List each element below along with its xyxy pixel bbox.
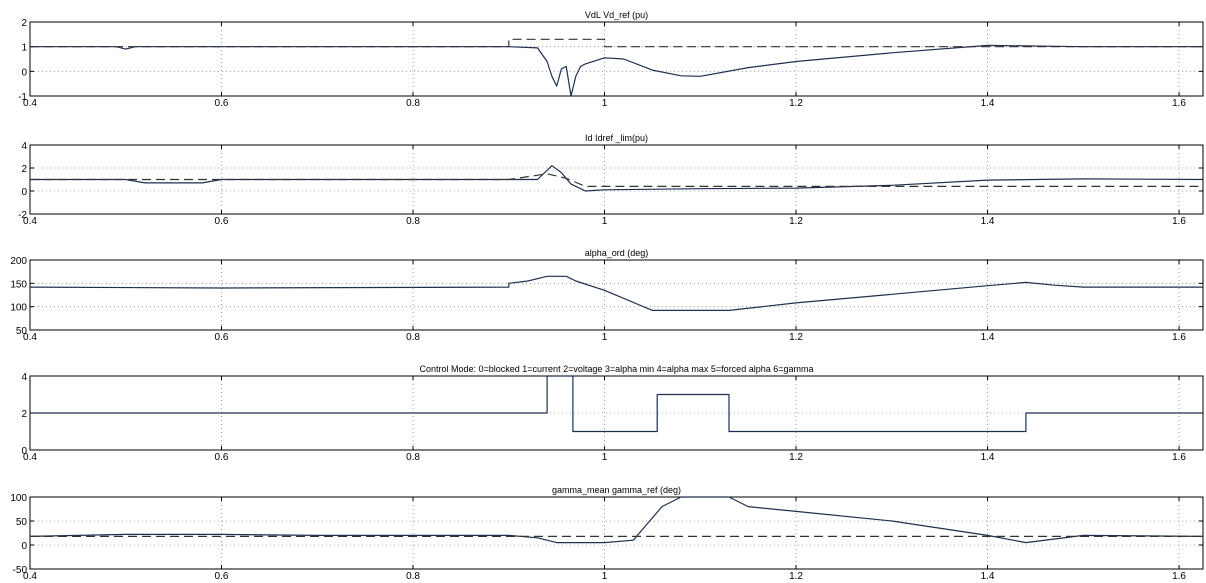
x-tick-label: 1.2: [789, 571, 803, 582]
y-tick-label: -50: [13, 565, 28, 576]
x-tick-label: 1.4: [981, 98, 995, 109]
series-line-1: [30, 165, 1204, 192]
y-tick-label: 0: [21, 187, 27, 198]
y-tick-label: 4: [21, 141, 27, 152]
y-tick-label: 2: [21, 409, 27, 420]
series-line-1: [29, 275, 1203, 311]
x-tick-label: 1: [602, 216, 608, 227]
axes-box: [29, 496, 1204, 570]
x-tick-label: 1: [602, 98, 608, 109]
y-tick-label: 50: [16, 517, 28, 528]
x-tick-label: 0.4: [23, 571, 37, 582]
subplot-title: VdL Vd_ref (pu): [585, 10, 648, 20]
x-tick-label: 1.2: [789, 216, 803, 227]
y-tick-label: 2: [21, 18, 27, 29]
subplot-5: gamma_mean gamma_ref (deg) 0.4 0.6 0.8 1 1.2 1…: [10, 485, 1204, 582]
y-tick-label: 1: [21, 43, 27, 54]
axes-box: [29, 259, 1204, 331]
x-tick-label: 0.4: [23, 452, 37, 463]
y-tick-label: 100: [10, 303, 27, 314]
x-tick-label: 1.6: [1172, 571, 1186, 582]
x-tick-label: 1: [602, 571, 608, 582]
x-tick-label: 0.8: [406, 332, 420, 343]
x-tick-label: 0.6: [215, 216, 229, 227]
x-tick-label: 0.4: [23, 216, 37, 227]
y-tick-label: 0: [21, 67, 27, 78]
y-tick-label: 2: [21, 164, 27, 175]
x-tick-label: 0.6: [215, 571, 229, 582]
y-tick-label: 200: [10, 256, 27, 267]
x-tick-label: 0.8: [406, 216, 420, 227]
x-tick-label: 1: [602, 452, 608, 463]
y-tick-label: 100: [10, 493, 27, 504]
x-tick-label: 0.6: [215, 98, 229, 109]
x-tick-label: 1.6: [1172, 332, 1186, 343]
x-tick-label: 1.2: [789, 332, 803, 343]
series-line-1: [30, 44, 1203, 97]
series-line-2-dashed: [30, 38, 1203, 48]
x-tick-label: 1.4: [981, 571, 995, 582]
x-tick-label: 1.4: [981, 452, 995, 463]
series-line-1: [29, 496, 1204, 544]
y-tick-label: 0: [21, 446, 27, 457]
y-tick-label: -2: [18, 210, 27, 221]
subplot-title: alpha_ord (deg): [585, 248, 649, 258]
x-tick-label: 1.6: [1172, 98, 1186, 109]
x-tick-label: 1.2: [789, 452, 803, 463]
x-tick-label: 0.6: [215, 452, 229, 463]
series-line-2-dashed: [30, 173, 1203, 187]
x-tick-label: 1.6: [1172, 216, 1186, 227]
y-tick-label: -1: [18, 92, 27, 103]
subplot-3: alpha_ord (deg) 0.4 0.6 0.8 1 1.2 1.4 1.6 50 100 1…: [10, 248, 1204, 343]
y-tick-label: 150: [10, 279, 27, 290]
x-tick-label: 1.2: [789, 98, 803, 109]
x-tick-label: 1.4: [981, 216, 995, 227]
x-tick-label: 1: [602, 332, 608, 343]
subplot-4: Control Mode: 0=blocked 1=current 2=volt…: [21, 364, 1204, 463]
y-tick-label: 0: [21, 541, 27, 552]
x-tick-label: 1.6: [1172, 452, 1186, 463]
subplot-1: VdL Vd_ref (pu) 0.4 0.6 0.8 1 1.2 1.4 1.6 -1 0 1 2: [18, 10, 1204, 109]
axes-box: [29, 21, 1204, 97]
subplot-title: gamma_mean gamma_ref (deg): [552, 485, 681, 495]
x-tick-label: 0.8: [406, 571, 420, 582]
subplot-title: Id Idref _lim(pu): [585, 133, 648, 143]
subplot-title: Control Mode: 0=blocked 1=current 2=volt…: [419, 364, 813, 374]
x-tick-label: 0.4: [23, 98, 37, 109]
y-tick-label: 50: [16, 326, 28, 337]
x-tick-label: 0.6: [215, 332, 229, 343]
x-tick-label: 0.8: [406, 98, 420, 109]
x-tick-label: 1.4: [981, 332, 995, 343]
x-tick-label: 0.4: [23, 332, 37, 343]
y-tick-label: 4: [21, 372, 27, 383]
subplot-2: Id Idref _lim(pu) 0.4 0.6 0.8 1 1.2 1.4 1.6 -2 0 2…: [18, 133, 1204, 227]
series-line-1: [30, 375, 1203, 433]
x-tick-label: 0.8: [406, 452, 420, 463]
